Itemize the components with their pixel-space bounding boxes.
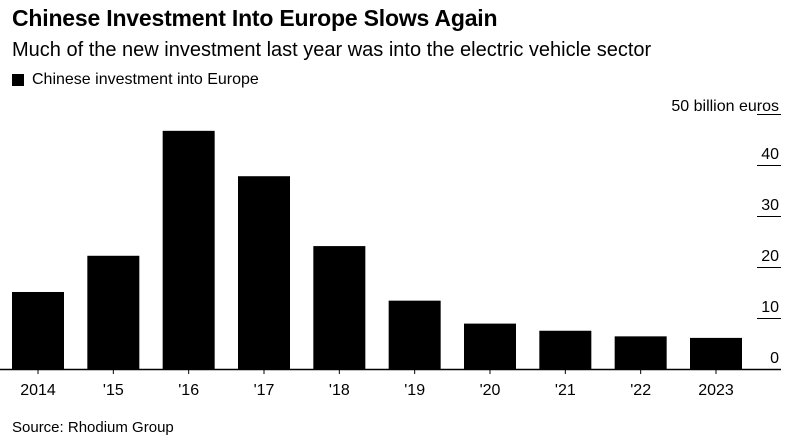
legend-swatch	[12, 74, 24, 86]
x-tick-label: '22	[630, 382, 651, 399]
x-tick-label: '19	[404, 382, 425, 399]
y-tick-label: 20	[761, 248, 779, 265]
bar	[87, 255, 140, 369]
source-note: Source: Rhodium Group	[12, 419, 174, 436]
x-tick-label: 2023	[698, 382, 734, 399]
legend-label: Chinese investment into Europe	[32, 71, 259, 88]
chart-subtitle: Much of the new investment last year was…	[12, 39, 652, 61]
bar	[12, 291, 64, 369]
chart-legend: Chinese investment into Europe	[12, 71, 259, 89]
bar	[313, 246, 366, 369]
bar	[690, 337, 742, 369]
y-tick-label: 10	[761, 299, 779, 316]
x-tick-label: '16	[178, 382, 199, 399]
x-tick-label: 2014	[20, 382, 56, 399]
y-tick-label: 30	[761, 197, 779, 214]
chart-title: Chinese Investment Into Europe Slows Aga…	[12, 5, 498, 31]
bar	[614, 336, 667, 369]
bar	[388, 300, 441, 369]
y-axis-unit-label: 50 billion euros	[671, 98, 779, 115]
bar	[238, 176, 290, 369]
y-tick-label: 0	[770, 350, 779, 367]
bar	[464, 323, 516, 369]
x-tick-label: '20	[480, 382, 501, 399]
x-tick-label: '15	[103, 382, 124, 399]
bar	[539, 330, 592, 369]
y-tick-label: 40	[761, 146, 779, 163]
x-tick-label: '18	[329, 382, 350, 399]
x-tick-label: '21	[555, 382, 576, 399]
x-tick-label: '17	[254, 382, 275, 399]
bar	[162, 130, 215, 369]
